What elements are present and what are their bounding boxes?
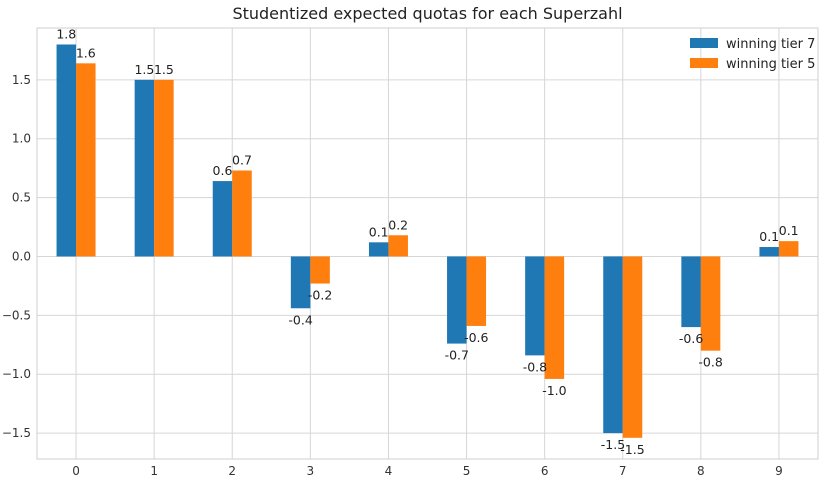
x-tick-label: 8 [697,464,705,478]
x-tick-label: 2 [228,464,236,478]
y-tick-label: 1.0 [12,132,31,146]
axis-layer: −1.5 −1.0 −0.5 0.0 0.5 1.0 1.5 0 1 2 3 4 5 6 7 8 9 [2,73,783,478]
data-label: -1.5 [601,437,625,452]
bar-series-1 [134,79,155,257]
bar-series-1 [290,256,311,309]
x-tick-label: 7 [619,464,627,478]
chart-title: Studentized expected quotas for each Sup… [232,4,622,23]
bar-series-1 [212,181,233,257]
x-tick-label: 3 [307,464,315,478]
data-label: -1.0 [542,383,566,398]
bar-series-1 [56,44,77,257]
y-tick-label: 0.0 [12,249,31,263]
bar-series-2 [310,256,330,284]
bar-series-2 [466,256,487,326]
y-tick-label: −1.5 [2,426,31,440]
data-label: 1.6 [76,45,96,60]
bar-series-1 [447,256,467,344]
y-tick-label: 0.5 [12,191,31,205]
data-label: 0.7 [232,152,252,167]
bar-series-1 [759,247,779,257]
legend: winning tier 7 winning tier 5 [690,37,815,72]
bar-series-1 [681,256,701,328]
data-label: 1.5 [134,62,154,77]
bar-series-2 [778,241,799,257]
legend-swatch [690,38,718,48]
y-tick-label: −0.5 [2,308,31,322]
legend-label: winning tier 5 [726,57,815,72]
legend-label: winning tier 7 [726,37,815,52]
data-label: 0.1 [369,224,389,239]
x-tick-label: 9 [775,464,783,478]
bar-series-2 [700,256,721,351]
plot-frame [36,27,819,460]
bar-series-2 [154,79,174,257]
data-label: -0.4 [288,312,312,327]
data-label: -0.7 [445,348,469,363]
data-label: -0.6 [679,331,703,346]
bar-series-2 [76,63,96,257]
bar-series-2 [622,256,643,438]
data-label: 0.1 [759,229,779,244]
data-label: -0.8 [523,359,547,374]
data-labels-layer: 1.8 1.5 0.6 -0.4 0.1 -0.7 -0.8 -1.5 -0.6 0.1 1.6 1.… [56,26,798,456]
x-tick-label: 6 [541,464,549,478]
x-tick-label: 5 [463,464,471,478]
data-label: -0.2 [308,288,332,303]
data-label: 1.8 [56,26,76,41]
bar-series-1 [525,256,545,356]
y-tick-label: 1.5 [12,73,31,87]
x-tick-label: 0 [72,464,80,478]
data-label: 0.2 [388,217,408,232]
data-label: 0.1 [779,223,799,238]
bar-series-1 [368,242,389,257]
bar-series-2 [232,170,252,257]
legend-swatch [690,58,718,68]
y-tick-label: −1.0 [2,367,31,381]
bars-layer [56,44,799,438]
bar-series-2 [388,235,408,257]
bar-series-2 [544,256,565,379]
data-label: -0.6 [464,330,488,345]
data-label: -0.8 [698,355,722,370]
data-label: -1.5 [620,442,644,457]
data-label: 0.6 [213,163,233,178]
x-tick-label: 4 [385,464,393,478]
bar-series-1 [603,256,623,434]
x-tick-label: 1 [150,464,158,478]
data-label: 1.5 [154,62,174,77]
